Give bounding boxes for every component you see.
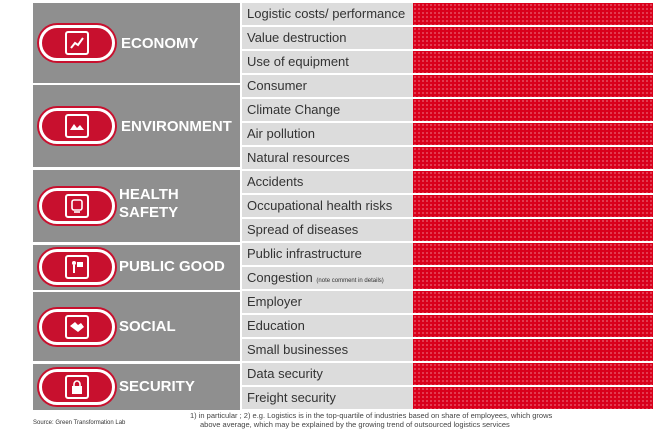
category-label: ENVIRONMENT: [121, 118, 232, 135]
detail-bar: [413, 291, 653, 313]
category-health-safety: HEALTH SAFETY: [33, 170, 240, 242]
source-note: Source: Green Transformation Lab: [33, 420, 126, 426]
row-label: Climate Change: [242, 99, 415, 121]
chart-icon: [65, 31, 89, 55]
row-label: Data security: [242, 363, 415, 385]
row-label: Congestion (note comment in details): [242, 267, 415, 289]
category-economy: ECONOMY: [33, 3, 240, 83]
row-label: Accidents: [242, 171, 415, 193]
detail-bar: [413, 195, 653, 217]
environment-badge: [39, 108, 115, 144]
detail-bar: [413, 219, 653, 241]
row-label: Consumer: [242, 75, 415, 97]
detail-bar: [413, 3, 653, 25]
security-badge: [39, 369, 115, 405]
detail-bar: [413, 387, 653, 409]
row-label: Occupational health risks: [242, 195, 415, 217]
detail-bar: [413, 315, 653, 337]
row-label-note: (note comment in details): [316, 278, 384, 284]
person-sign-icon: [65, 255, 89, 279]
detail-bar: [413, 267, 653, 289]
row-label: Education: [242, 315, 415, 337]
row-label: Use of equipment: [242, 51, 415, 73]
economy-badge: [39, 25, 115, 61]
row-label: Public infrastructure: [242, 243, 415, 265]
detail-bar: [413, 243, 653, 265]
row-label: Employer: [242, 291, 415, 313]
category-label: HEALTH SAFETY: [119, 186, 179, 221]
detail-bar: [413, 147, 653, 169]
row-label: Natural resources: [242, 147, 415, 169]
row-label: Small businesses: [242, 339, 415, 361]
detail-bar: [413, 171, 653, 193]
row-label: Logistic costs/ performance: [242, 3, 415, 25]
footnote: 1) in particular ; 2) e.g. Logistics is …: [190, 411, 553, 429]
row-label: Air pollution: [242, 123, 415, 145]
category-security: SECURITY: [33, 364, 240, 410]
category-label: ECONOMY: [121, 35, 199, 52]
social-badge: [39, 309, 115, 345]
lock-icon: [65, 375, 89, 399]
row-label: Spread of diseases: [242, 219, 415, 241]
row-label: Freight security: [242, 387, 415, 409]
detail-bar: [413, 99, 653, 121]
row-label-text: Congestion: [247, 270, 313, 285]
category-label: SOCIAL: [119, 318, 176, 335]
category-label: SECURITY: [119, 378, 195, 395]
detail-bar: [413, 363, 653, 385]
landscape-icon: [65, 114, 89, 138]
public-good-badge: [39, 249, 115, 285]
detail-bar: [413, 339, 653, 361]
category-public-good: PUBLIC GOOD: [33, 245, 240, 290]
train-icon: [65, 194, 89, 218]
category-environment: ENVIRONMENT: [33, 85, 240, 167]
category-social: SOCIAL: [33, 292, 240, 361]
detail-bar: [413, 51, 653, 73]
detail-bar: [413, 123, 653, 145]
handshake-icon: [65, 315, 89, 339]
detail-bar: [413, 27, 653, 49]
detail-bar: [413, 75, 653, 97]
health-safety-badge: [39, 188, 115, 224]
category-label: PUBLIC GOOD: [119, 258, 225, 275]
row-label: Value destruction: [242, 27, 415, 49]
